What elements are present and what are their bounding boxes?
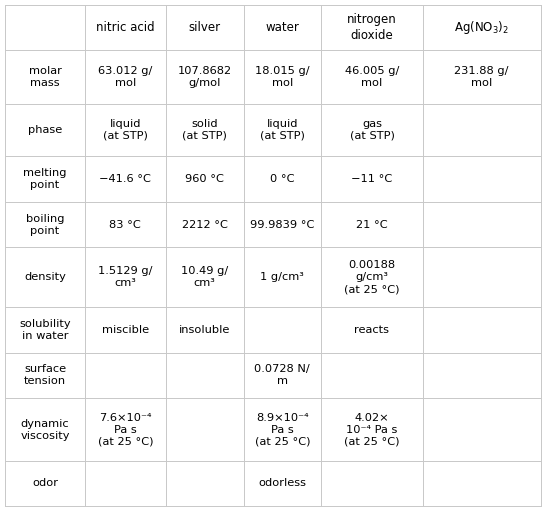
Text: odorless: odorless [258,478,306,489]
Text: gas
(at STP): gas (at STP) [349,119,394,141]
Text: solid
(at STP): solid (at STP) [182,119,227,141]
Text: density: density [24,272,66,282]
Text: 99.9839 °C: 99.9839 °C [250,220,314,229]
Text: nitrogen
dioxide: nitrogen dioxide [347,13,397,42]
Text: 7.6×10⁻⁴
Pa s
(at 25 °C): 7.6×10⁻⁴ Pa s (at 25 °C) [98,412,153,447]
Text: molar
mass: molar mass [28,66,62,88]
Text: miscible: miscible [102,325,149,335]
Text: liquid
(at STP): liquid (at STP) [103,119,148,141]
Text: liquid
(at STP): liquid (at STP) [260,119,305,141]
Text: 21 °C: 21 °C [356,220,388,229]
Text: water: water [265,21,299,34]
Text: dynamic
viscosity: dynamic viscosity [20,419,70,440]
Text: 8.9×10⁻⁴
Pa s
(at 25 °C): 8.9×10⁻⁴ Pa s (at 25 °C) [254,412,310,447]
Text: odor: odor [32,478,58,489]
Text: 4.02×
10⁻⁴ Pa s
(at 25 °C): 4.02× 10⁻⁴ Pa s (at 25 °C) [344,412,400,447]
Text: −41.6 °C: −41.6 °C [99,174,151,184]
Text: surface
tension: surface tension [24,364,66,386]
Text: melting
point: melting point [23,168,67,190]
Text: reacts: reacts [354,325,389,335]
Text: 83 °C: 83 °C [109,220,141,229]
Text: phase: phase [28,125,62,135]
Text: 231.88 g/
mol: 231.88 g/ mol [454,66,509,88]
Text: 63.012 g/
mol: 63.012 g/ mol [98,66,152,88]
Text: silver: silver [189,21,221,34]
Text: 0 °C: 0 °C [270,174,295,184]
Text: 1.5129 g/
cm³: 1.5129 g/ cm³ [98,266,152,288]
Text: nitric acid: nitric acid [96,21,155,34]
Text: 18.015 g/
mol: 18.015 g/ mol [255,66,310,88]
Text: insoluble: insoluble [179,325,230,335]
Text: 10.49 g/
cm³: 10.49 g/ cm³ [181,266,228,288]
Text: 1 g/cm³: 1 g/cm³ [260,272,304,282]
Text: solubility
in water: solubility in water [19,319,71,341]
Text: 0.00188
g/cm³
(at 25 °C): 0.00188 g/cm³ (at 25 °C) [344,260,400,294]
Text: −11 °C: −11 °C [352,174,393,184]
Text: Ag(NO$_3$)$_2$: Ag(NO$_3$)$_2$ [454,19,509,36]
Text: boiling
point: boiling point [26,214,64,236]
Text: 2212 °C: 2212 °C [182,220,228,229]
Text: 46.005 g/
mol: 46.005 g/ mol [345,66,399,88]
Text: 0.0728 N/
m: 0.0728 N/ m [254,364,310,386]
Text: 960 °C: 960 °C [185,174,224,184]
Text: 107.8682
g/mol: 107.8682 g/mol [177,66,232,88]
